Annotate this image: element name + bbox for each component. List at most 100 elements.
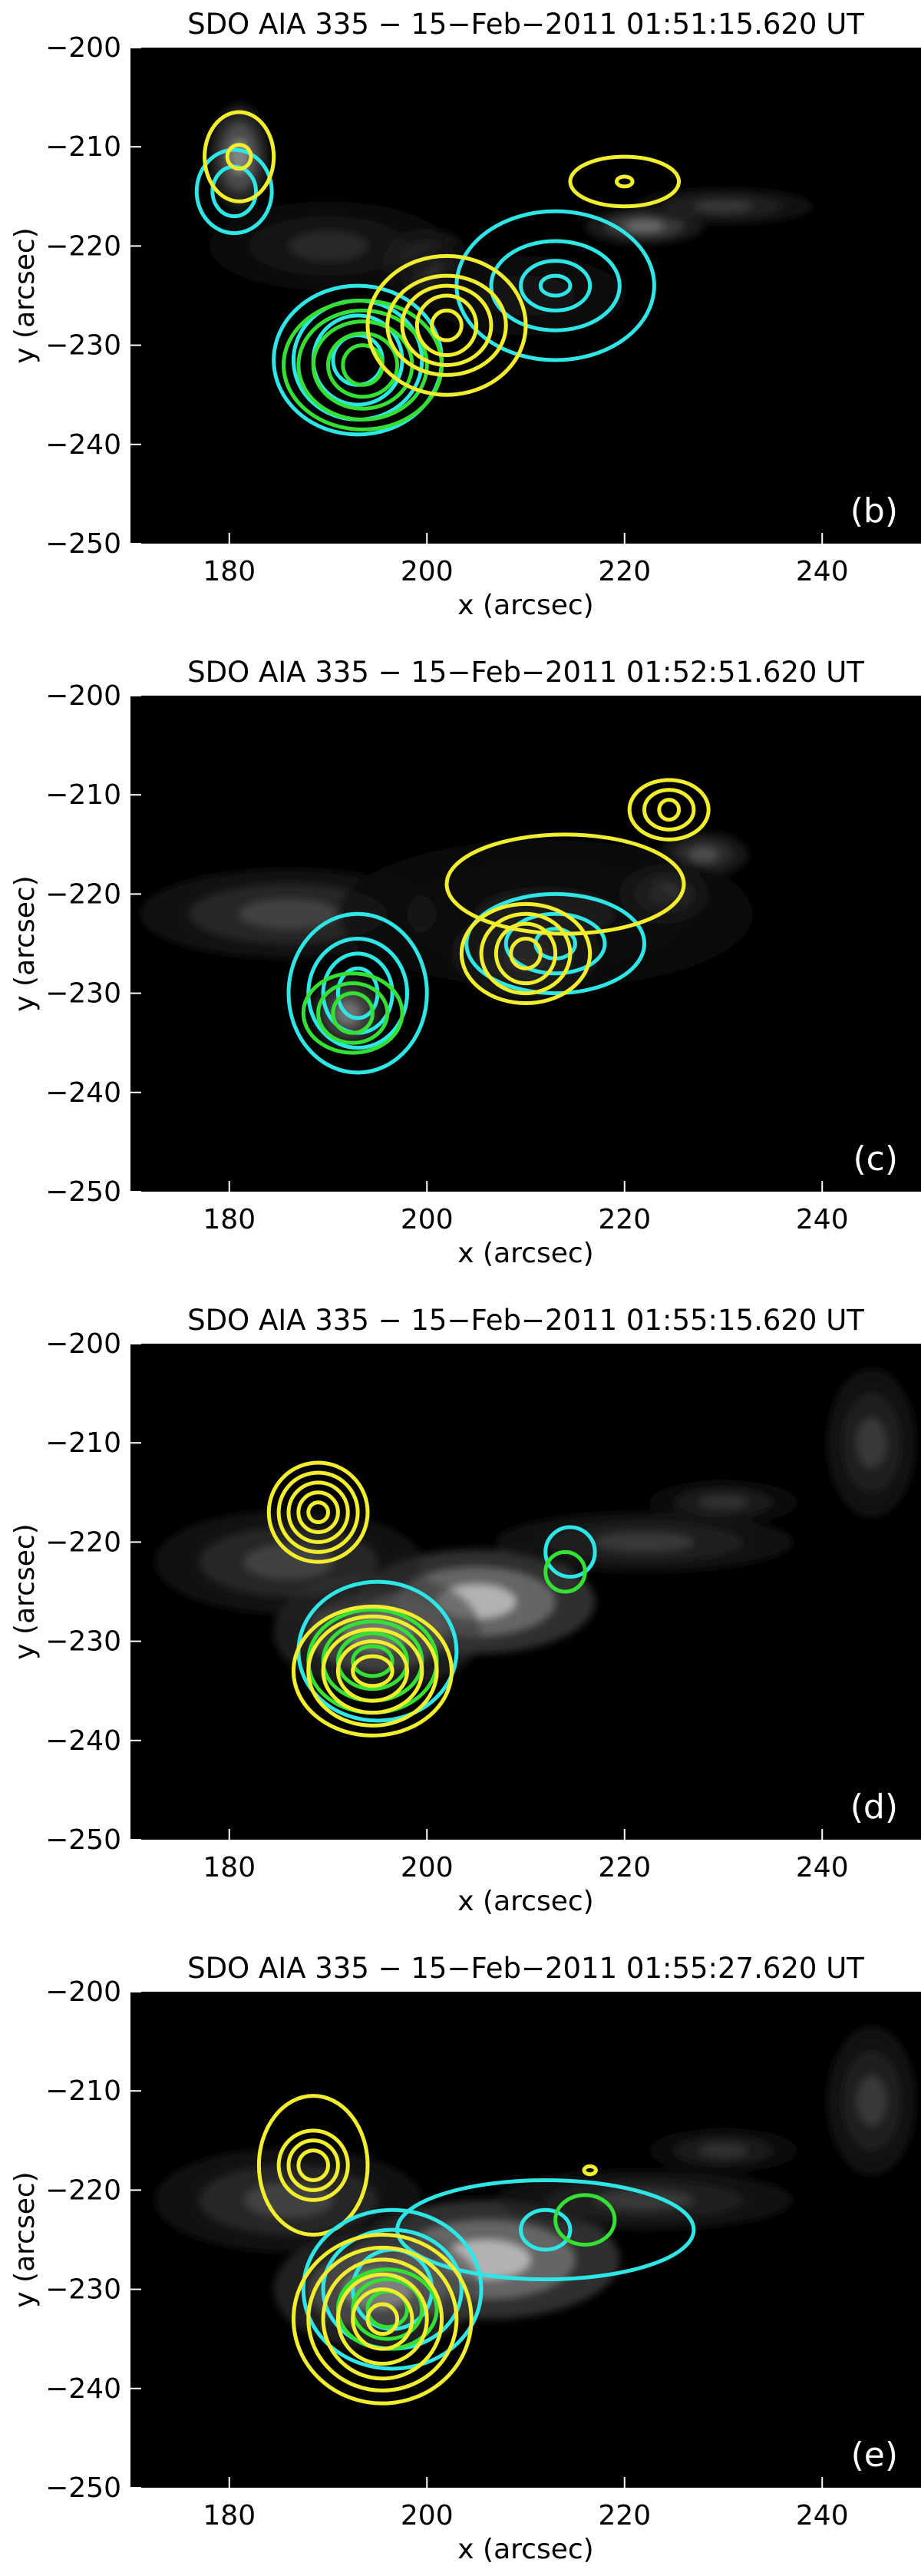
yellow-contour xyxy=(430,308,464,342)
x-axis-label: x (arcsec) xyxy=(457,1886,593,1917)
x-tick-label: 180 xyxy=(203,1852,256,1883)
y-tick-label: −210 xyxy=(45,131,121,163)
panel-label: (d) xyxy=(850,1787,898,1827)
y-tick-label: −210 xyxy=(45,779,121,811)
x-tick-label: 200 xyxy=(401,1852,454,1883)
y-tick-label: −230 xyxy=(45,978,121,1010)
yellow-contour xyxy=(225,143,253,171)
x-tick-label: 180 xyxy=(203,2500,256,2531)
yellow-contour xyxy=(306,2245,459,2392)
panel-d: SDO AIA 335 − 15−Feb−2011 01:55:15.620 U… xyxy=(9,1304,921,1917)
yellow-contour xyxy=(306,1500,330,1525)
cyan-contour xyxy=(543,1525,597,1579)
x-tick-label: 180 xyxy=(203,556,256,587)
panel-title: SDO AIA 335 − 15−Feb−2011 01:55:15.620 U… xyxy=(187,1304,864,1337)
green-contour xyxy=(326,331,400,399)
bright-feature xyxy=(857,1417,886,1468)
y-tick-label: −220 xyxy=(45,2174,121,2206)
bright-feature xyxy=(624,220,665,233)
y-tick-label: −220 xyxy=(45,1526,121,1558)
panel-c: SDO AIA 335 − 15−Feb−2011 01:52:51.620 U… xyxy=(9,656,921,1269)
cyan-contour xyxy=(464,891,646,996)
y-tick-label: −200 xyxy=(45,1976,121,2008)
x-tick-label: 220 xyxy=(598,1204,651,1235)
bright-feature xyxy=(239,898,338,929)
cyan-contour xyxy=(489,239,622,332)
yellow-contour xyxy=(400,283,494,367)
yellow-contour xyxy=(582,2164,598,2177)
y-axis-label: y (arcsec) xyxy=(9,227,41,363)
yellow-contour xyxy=(276,2128,350,2202)
y-tick-label: −230 xyxy=(45,330,121,362)
y-axis-label: y (arcsec) xyxy=(9,2171,41,2307)
yellow-contour xyxy=(351,2287,414,2351)
yellow-contour xyxy=(203,110,276,203)
yellow-contour xyxy=(335,2272,429,2366)
yellow-contour xyxy=(614,174,635,189)
y-tick-label: −240 xyxy=(45,2373,121,2405)
y-tick-label: −210 xyxy=(45,1427,121,1459)
green-contour xyxy=(301,971,404,1055)
y-tick-label: −250 xyxy=(45,1824,121,1856)
y-tick-label: −240 xyxy=(45,1725,121,1757)
yellow-contour xyxy=(444,832,686,936)
yellow-contour xyxy=(321,2257,444,2381)
yellow-contour xyxy=(296,2148,330,2182)
y-tick-label: −230 xyxy=(45,2274,121,2306)
x-tick-label: 240 xyxy=(796,1204,849,1235)
cyan-contour xyxy=(538,273,573,298)
cyan-contour xyxy=(301,2207,484,2371)
x-axis-label: x (arcsec) xyxy=(457,2534,593,2565)
yellow-contour xyxy=(494,921,558,986)
y-tick-label: −230 xyxy=(45,1626,121,1658)
green-contour xyxy=(553,2193,617,2247)
bright-feature xyxy=(857,2075,886,2126)
yellow-contour xyxy=(414,293,479,358)
y-tick-label: −240 xyxy=(45,429,121,461)
yellow-contour xyxy=(321,1627,424,1715)
x-tick-label: 240 xyxy=(796,1852,849,1883)
yellow-contour xyxy=(276,1470,360,1554)
panel-label: (c) xyxy=(853,1139,898,1179)
green-contour xyxy=(316,981,390,1045)
yellow-contour xyxy=(568,154,682,209)
bright-feature xyxy=(595,2190,694,2211)
yellow-contour xyxy=(286,1480,350,1544)
panel-title: SDO AIA 335 − 15−Feb−2011 01:51:15.620 U… xyxy=(187,8,864,41)
y-axis-label: y (arcsec) xyxy=(9,1523,41,1659)
x-tick-label: 200 xyxy=(401,2500,454,2531)
x-tick-label: 200 xyxy=(401,1204,454,1235)
cyan-contour xyxy=(503,911,607,976)
y-tick-label: −200 xyxy=(45,680,121,712)
panel-title: SDO AIA 335 − 15−Feb−2011 01:52:51.620 U… xyxy=(187,656,864,689)
green-contour xyxy=(543,1549,587,1594)
green-contour xyxy=(296,308,429,422)
yellow-contour xyxy=(306,1614,439,1728)
yellow-contour xyxy=(365,253,528,397)
x-axis-label: x (arcsec) xyxy=(457,1238,593,1269)
bright-feature xyxy=(595,1532,694,1553)
bright-feature xyxy=(698,2143,748,2158)
panel-label: (e) xyxy=(851,2435,898,2475)
x-tick-label: 200 xyxy=(401,556,454,587)
yellow-contour xyxy=(296,1490,340,1534)
x-tick-label: 240 xyxy=(796,556,849,587)
cyan-contour xyxy=(286,911,429,1075)
yellow-contour xyxy=(642,788,696,832)
y-tick-label: −250 xyxy=(45,1176,121,1208)
x-tick-label: 220 xyxy=(598,2500,651,2531)
bright-feature xyxy=(289,231,368,261)
yellow-contour xyxy=(479,911,573,996)
cyan-contour xyxy=(194,147,274,236)
yellow-contour xyxy=(351,1654,394,1688)
yellow-contour xyxy=(509,937,543,971)
y-tick-label: −200 xyxy=(45,32,121,64)
yellow-contour xyxy=(291,2233,474,2406)
yellow-contour xyxy=(657,798,682,822)
yellow-contour xyxy=(627,778,711,842)
panel-label: (b) xyxy=(850,491,898,531)
x-tick-label: 180 xyxy=(203,1204,256,1235)
x-tick-label: 240 xyxy=(796,2500,849,2531)
yellow-contour xyxy=(266,1460,370,1564)
panel-title: SDO AIA 335 − 15−Feb−2011 01:55:27.620 U… xyxy=(187,1952,864,1985)
